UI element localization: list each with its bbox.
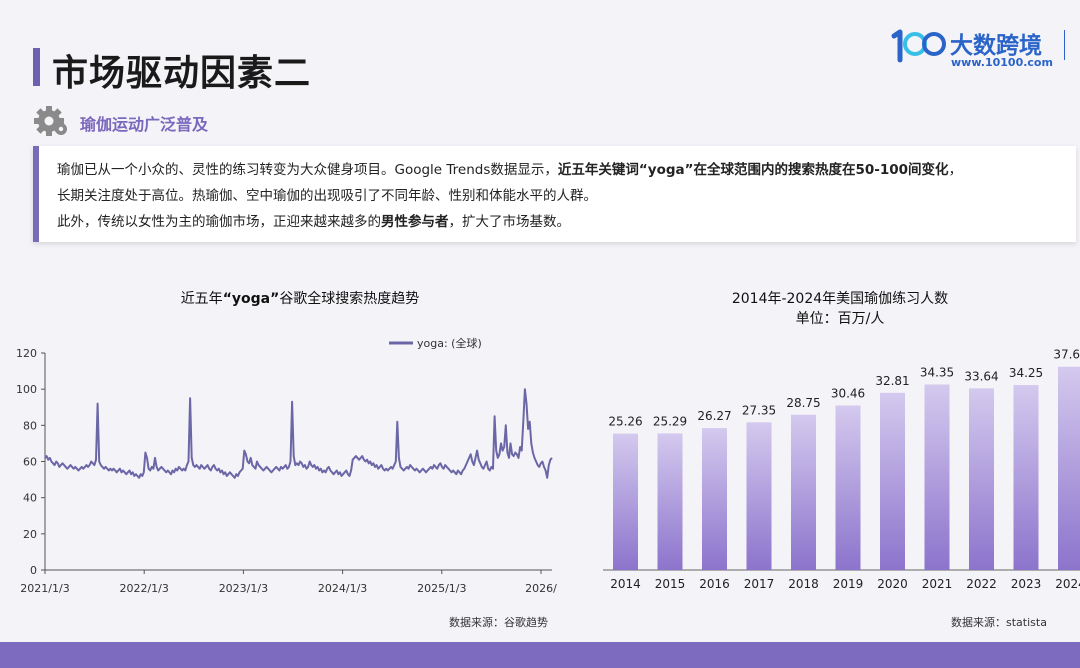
line-chart-source: 数据来源：谷歌趋势 (449, 616, 548, 629)
x-tick-label: 2021/1/3 (20, 582, 69, 595)
bar-value-label: 26.27 (697, 409, 731, 423)
bar-value-label: 32.81 (875, 374, 909, 388)
bar-category-label: 2014 (610, 577, 641, 591)
bar (613, 433, 638, 570)
y-tick-label: 60 (23, 456, 37, 469)
y-tick-label: 40 (23, 492, 37, 505)
y-tick-label: 20 (23, 528, 37, 541)
x-tick-label: 2023/1/3 (219, 582, 268, 595)
bar-category-label: 2023 (1011, 577, 1042, 591)
line-chart-title: 近五年“yoga”谷歌全球搜索热度趋势 (180, 291, 420, 307)
page-title: 市场驱动因素二 (52, 53, 312, 94)
bar-value-label: 28.75 (786, 396, 820, 410)
x-tick-label: 2024/1/3 (318, 582, 367, 595)
legend-label: yoga: (全球) (417, 336, 482, 350)
bar-category-label: 2015 (655, 577, 686, 591)
description-box: 瑜伽已从一个小众的、灵性的练习转变为大众健身项目。Google Trends数据… (33, 146, 1076, 242)
bar-category-label: 2021 (922, 577, 953, 591)
description-line-3: 此外，传统以女性为主的瑜伽市场，正迎来越来越多的男性参与者，扩大了市场基数。 (57, 214, 570, 230)
bar-value-label: 37.64 (1053, 348, 1080, 362)
y-tick-label: 120 (16, 347, 37, 360)
description-line-1: 瑜伽已从一个小众的、灵性的练习转变为大众健身项目。Google Trends数据… (57, 162, 963, 178)
bar (702, 428, 727, 570)
logo-name: 大数跨境 (950, 33, 1042, 59)
logo-mark-icon (891, 29, 946, 63)
yoga-series-line (44, 388, 553, 479)
bar-category-label: 2017 (744, 577, 775, 591)
bar-category-label: 2019 (833, 577, 864, 591)
bottom-band (0, 642, 1080, 668)
bar (791, 414, 816, 570)
brand-logo: 大数跨境 www.10100.com (888, 26, 1068, 70)
bar-chart-subtitle: 单位：百万/人 (795, 311, 885, 327)
bar-value-label: 27.35 (742, 403, 776, 417)
bar-category-label: 2022 (966, 577, 997, 591)
description-line-2: 长期关注度处于高位。热瑜伽、空中瑜伽的出现吸引了不同年龄、性别和体能水平的人群。 (57, 188, 597, 204)
bar-value-label: 30.46 (831, 387, 865, 401)
bar-category-label: 2024 (1055, 577, 1080, 591)
y-tick-label: 80 (23, 419, 37, 432)
line-chart: 0 20 40 60 80 100 120 2021/1/3 2022/1/3 2023/1/3 2… (16, 336, 557, 595)
bar-value-label: 25.29 (653, 414, 687, 428)
bar (746, 422, 772, 570)
gear-icon (34, 106, 67, 136)
title-accent-bar (33, 48, 40, 86)
bar-category-label: 2016 (699, 577, 730, 591)
bar (1013, 385, 1039, 570)
bar (1058, 366, 1080, 570)
logo-url: www.10100.com (951, 56, 1053, 69)
bar-category-label: 2018 (788, 577, 819, 591)
bar-category-label: 2020 (877, 577, 908, 591)
bar-chart: 25.26 2014 25.29 2015 26.27 2016 27.35 2017 28.7… (603, 348, 1080, 591)
x-tick-label: 2026/ (525, 582, 557, 595)
bar-value-label: 33.64 (964, 369, 998, 383)
bar-chart-title: 2014年-2024年美国瑜伽练习人数 (731, 291, 949, 307)
x-tick-label: 2025/1/3 (417, 582, 466, 595)
x-tick-label: 2022/1/3 (119, 582, 168, 595)
bar-value-label: 25.26 (608, 415, 642, 429)
y-tick-label: 100 (16, 383, 37, 396)
bar-value-label: 34.25 (1009, 366, 1043, 380)
bar-value-label: 34.35 (920, 366, 954, 380)
bar (880, 392, 905, 570)
section-subtitle: 瑜伽运动广泛普及 (80, 115, 209, 134)
bar (657, 433, 683, 570)
bar (835, 405, 861, 570)
y-tick-label: 0 (30, 564, 37, 577)
bar-chart-source: 数据来源：statista (951, 616, 1047, 629)
bar (969, 388, 994, 570)
logo-divider (1064, 30, 1065, 60)
bar (924, 384, 950, 570)
